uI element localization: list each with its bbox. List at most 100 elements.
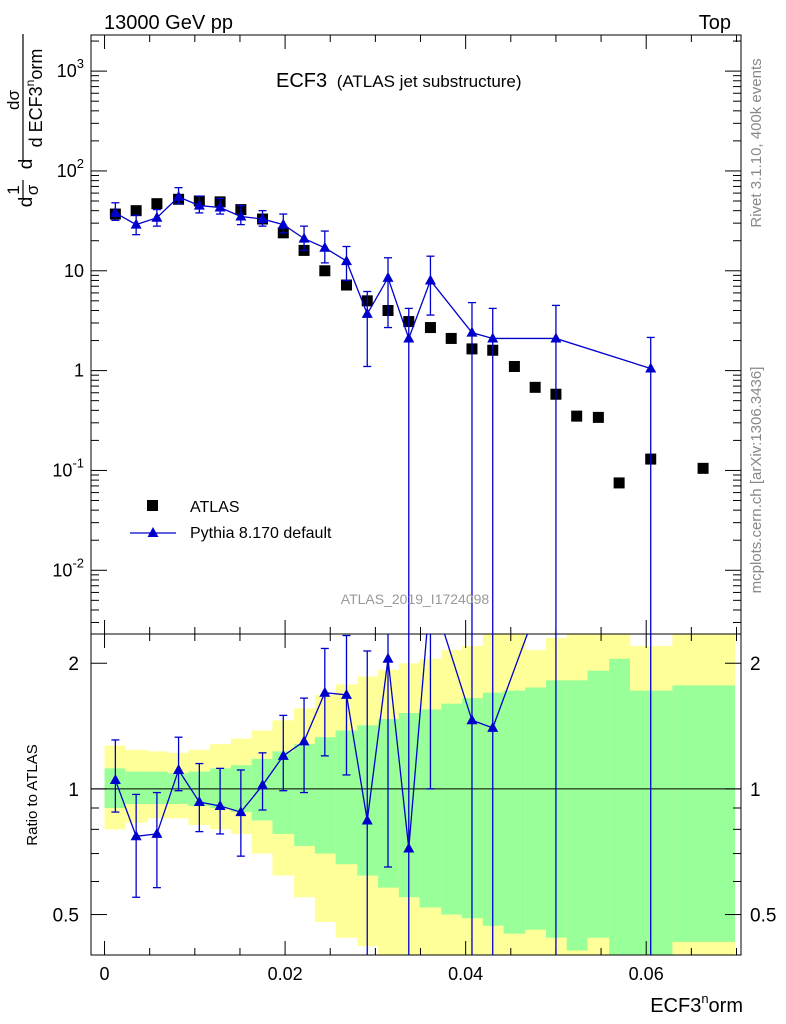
pythia-ratio-point xyxy=(382,652,394,663)
band-inner-bin xyxy=(125,771,148,805)
legend-pythia-marker xyxy=(147,527,159,537)
band-inner-bin xyxy=(672,685,736,942)
pythia-point xyxy=(193,199,205,210)
pythia-point xyxy=(466,326,478,337)
legend-pythia-label: Pythia 8.170 default xyxy=(190,525,332,542)
y-tick-label-bottom: 1 xyxy=(68,780,79,801)
band-inner-bin xyxy=(525,687,547,930)
pythia-ratio-point xyxy=(109,774,121,785)
pythia-point xyxy=(151,211,163,222)
band-inner-bin xyxy=(378,719,400,888)
pythia-point xyxy=(645,362,657,373)
legend: ATLAS Pythia 8.170 default xyxy=(130,499,332,542)
band-inner-bin xyxy=(398,712,421,898)
atlas-point xyxy=(613,477,625,489)
pythia-ratio-point xyxy=(403,842,415,853)
pythia-point xyxy=(361,307,373,318)
legend-atlas-label: ATLAS xyxy=(190,499,240,516)
pythia-ratio-point xyxy=(193,796,205,807)
pythia-point xyxy=(340,255,352,266)
band-inner-bin xyxy=(503,690,526,934)
band-inner-bin xyxy=(146,771,169,805)
band-inner-bin xyxy=(462,698,484,919)
band-inner-bin xyxy=(587,670,610,938)
y-tick-label-bottom-right: 1 xyxy=(750,780,761,801)
rivet-label: Rivet 3.1.10, 400k events xyxy=(748,58,765,227)
atlas-point xyxy=(571,410,583,422)
process-label: Top xyxy=(699,12,731,34)
pythia-ratio-point xyxy=(487,721,499,732)
atlas-point xyxy=(592,411,604,423)
ylabel-top-d1: d xyxy=(16,197,37,208)
band-inner-bin xyxy=(629,690,673,955)
atlas-point xyxy=(697,462,709,474)
pythia-ratio-point xyxy=(298,735,310,746)
pythia-point xyxy=(130,218,142,229)
ratio-uncertainty-bands xyxy=(104,634,736,955)
atlas-point xyxy=(508,360,520,372)
axis-ticks: 0 0.02 0.04 0.06 10-2 10-1 1 10 102 103 0.5 0.5 1 1 2 2 xyxy=(52,35,776,984)
x-tick-label: 0.04 xyxy=(448,964,483,984)
band-inner-bin xyxy=(419,709,442,908)
pythia-point xyxy=(550,332,562,343)
band-inner-bin xyxy=(546,680,568,938)
band-inner-bin xyxy=(482,692,504,926)
y-tick-label-top: 10-2 xyxy=(52,555,84,580)
y-tick-label-top: 103 xyxy=(57,56,84,81)
pythia-ratio-point xyxy=(466,714,478,725)
plot-title-sub: (ATLAS jet substructure) xyxy=(337,72,522,91)
band-inner-bin xyxy=(357,725,379,876)
y-tick-label-bottom-right: 0.5 xyxy=(750,906,776,927)
y-tick-label-top: 102 xyxy=(57,156,84,181)
pythia-ratio-point xyxy=(151,827,163,838)
atlas-point xyxy=(424,322,436,334)
pythia-point xyxy=(214,201,226,212)
pythia-ratio-point xyxy=(214,799,226,810)
y-tick-label-bottom-right: 2 xyxy=(750,654,761,675)
band-inner-bin xyxy=(609,658,631,955)
atlas-point xyxy=(130,205,142,217)
band-inner-bin xyxy=(566,680,588,951)
band-inner-bin xyxy=(294,744,316,846)
ylabel-top-dvar: d ECF3norm xyxy=(23,49,46,148)
bottom-panel-frame xyxy=(90,633,742,956)
ylabel-top-frac1: 1 xyxy=(4,185,23,194)
atlas-point xyxy=(529,381,541,393)
legend-atlas-marker xyxy=(147,500,158,511)
x-tick-label: 0.02 xyxy=(268,964,303,984)
band-inner-bin xyxy=(210,768,232,808)
analysis-id: ATLAS_2019_I1724098 xyxy=(341,591,490,607)
plot-title-main: ECF3 xyxy=(276,70,327,92)
pythia-point xyxy=(257,213,269,224)
atlas-point xyxy=(151,198,163,210)
band-inner-bin xyxy=(441,703,463,915)
ylabel-bottom: Ratio to ATLAS xyxy=(24,744,41,845)
band-inner-bin xyxy=(335,730,358,865)
pythia-point xyxy=(403,332,415,343)
pythia-point xyxy=(319,241,331,252)
y-tick-label-bottom: 0.5 xyxy=(53,906,79,927)
ylabel-top-dsigma: dσ xyxy=(4,90,23,110)
y-tick-label-top: 10 xyxy=(64,261,84,281)
xlabel: ECF3norm xyxy=(650,991,743,1017)
ylabel-top: d 1 σ d dσ d ECF3norm xyxy=(4,34,46,207)
pythia-point xyxy=(424,274,436,285)
pythia-point xyxy=(109,206,121,217)
y-tick-label-top: 1 xyxy=(74,361,84,381)
band-inner-bin xyxy=(314,737,337,854)
x-tick-label: 0 xyxy=(100,964,110,984)
x-tick-label: 0.06 xyxy=(629,964,664,984)
pythia-ratio-point xyxy=(173,763,185,774)
pythia-point xyxy=(173,190,185,201)
pythia-point xyxy=(235,210,247,221)
ylabel-top-sigma: σ xyxy=(23,184,42,195)
pythia-ratio-point xyxy=(257,779,269,790)
pythia-point xyxy=(382,271,394,282)
atlas-point xyxy=(445,332,457,344)
pythia-ratio-point xyxy=(130,830,142,841)
y-tick-label-top: 10-1 xyxy=(52,455,84,480)
energy-label: 13000 GeV pp xyxy=(104,12,233,34)
band-inner-bin xyxy=(272,751,295,834)
pythia-point xyxy=(277,218,289,229)
pythia-ratio-point xyxy=(361,814,373,825)
